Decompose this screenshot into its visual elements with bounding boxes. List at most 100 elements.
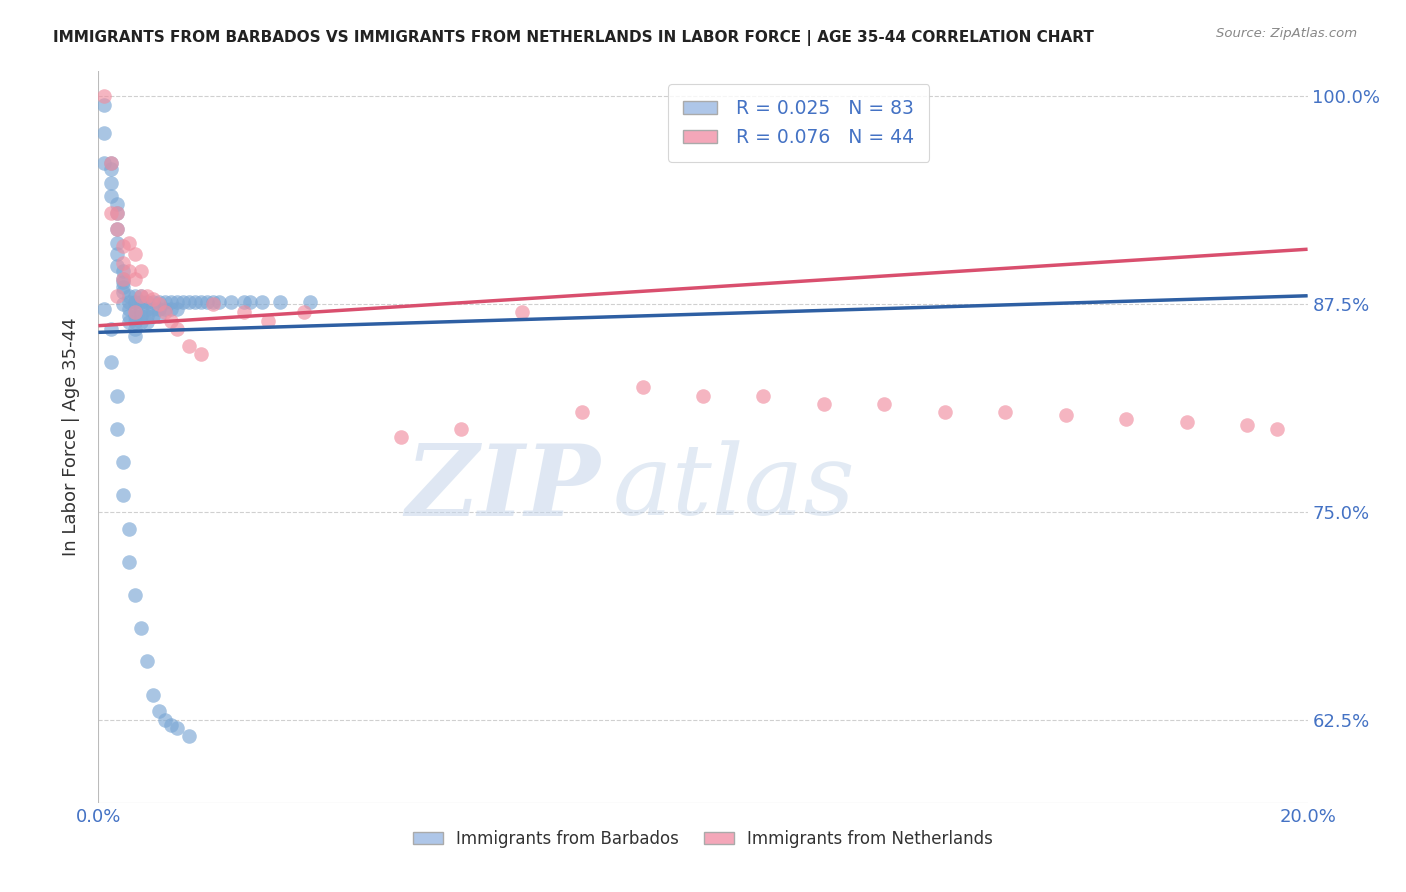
Point: [873, 397, 896, 411]
Point: [124, 315, 146, 329]
Point: [105, 205, 128, 219]
Point: [195, 295, 218, 310]
Point: [105, 197, 128, 211]
Point: [202, 297, 225, 311]
Point: [190, 347, 212, 361]
Point: [129, 315, 152, 329]
Y-axis label: In Labor Force | Age 35-44: In Labor Force | Age 35-44: [62, 318, 80, 557]
Point: [93, 301, 115, 316]
Text: atlas: atlas: [613, 441, 855, 536]
Point: [118, 301, 141, 316]
Point: [111, 285, 134, 300]
Point: [631, 380, 654, 394]
Point: [166, 721, 188, 735]
Point: [105, 247, 128, 261]
Point: [250, 295, 273, 310]
Point: [292, 305, 315, 319]
Point: [118, 289, 141, 303]
Point: [269, 295, 291, 310]
Point: [124, 295, 146, 310]
Point: [111, 264, 134, 278]
Point: [1267, 422, 1289, 436]
Point: [934, 405, 956, 419]
Point: [692, 388, 714, 402]
Point: [111, 272, 134, 286]
Point: [148, 705, 170, 719]
Point: [100, 155, 122, 169]
Point: [100, 162, 122, 177]
Point: [111, 272, 134, 286]
Point: [135, 301, 157, 316]
Point: [179, 729, 201, 743]
Point: [105, 388, 128, 402]
Point: [118, 235, 141, 250]
Point: [256, 314, 278, 328]
Point: [148, 295, 170, 310]
Point: [111, 297, 134, 311]
Point: [510, 305, 533, 319]
Point: [111, 455, 134, 469]
Point: [111, 280, 134, 294]
Point: [93, 97, 115, 112]
Point: [1054, 409, 1077, 423]
Point: [100, 176, 122, 190]
Point: [124, 247, 146, 261]
Point: [124, 272, 146, 286]
Point: [232, 305, 254, 319]
Point: [1115, 411, 1137, 425]
Point: [571, 405, 593, 419]
Point: [135, 295, 157, 310]
Point: [105, 259, 128, 273]
Point: [93, 126, 115, 140]
Point: [172, 295, 194, 310]
Point: [450, 422, 472, 436]
Point: [148, 301, 170, 316]
Point: [105, 289, 128, 303]
Point: [813, 397, 835, 411]
Point: [752, 388, 775, 402]
Point: [111, 239, 134, 253]
Point: [93, 89, 115, 103]
Point: [148, 297, 170, 311]
Point: [100, 205, 122, 219]
Point: [153, 301, 176, 316]
Point: [389, 430, 412, 444]
Point: [111, 255, 134, 269]
Point: [239, 295, 262, 310]
Point: [100, 189, 122, 203]
Point: [184, 295, 207, 310]
Point: [135, 315, 157, 329]
Point: [160, 301, 183, 316]
Point: [190, 295, 212, 310]
Point: [160, 314, 183, 328]
Point: [118, 315, 141, 329]
Point: [124, 328, 146, 343]
Point: [129, 309, 152, 323]
Point: [135, 655, 157, 669]
Point: [1175, 415, 1198, 429]
Point: [994, 405, 1017, 419]
Point: [160, 295, 183, 310]
Point: [100, 355, 122, 369]
Point: [142, 295, 165, 310]
Point: [118, 264, 141, 278]
Point: [142, 309, 165, 323]
Point: [93, 155, 115, 169]
Text: Source: ZipAtlas.com: Source: ZipAtlas.com: [1216, 27, 1357, 40]
Point: [124, 588, 146, 602]
Point: [124, 309, 146, 323]
Point: [153, 295, 176, 310]
Point: [118, 555, 141, 569]
Point: [166, 301, 188, 316]
Point: [105, 235, 128, 250]
Legend: Immigrants from Barbados, Immigrants from Netherlands: Immigrants from Barbados, Immigrants fro…: [406, 823, 1000, 855]
Point: [100, 155, 122, 169]
Point: [111, 488, 134, 502]
Point: [105, 205, 128, 219]
Point: [179, 295, 201, 310]
Point: [208, 295, 231, 310]
Point: [124, 305, 146, 319]
Point: [111, 276, 134, 290]
Point: [105, 222, 128, 236]
Point: [166, 295, 188, 310]
